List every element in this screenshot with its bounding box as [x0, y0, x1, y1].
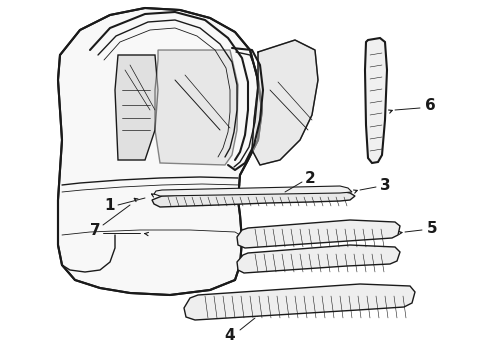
- Polygon shape: [58, 8, 262, 295]
- Polygon shape: [152, 190, 355, 207]
- Text: 4: 4: [225, 328, 235, 342]
- Text: 3: 3: [380, 177, 391, 193]
- Text: 1: 1: [105, 198, 115, 212]
- Text: 6: 6: [425, 98, 436, 113]
- Text: 7: 7: [90, 222, 100, 238]
- Polygon shape: [184, 284, 415, 320]
- Polygon shape: [365, 38, 387, 163]
- Text: 2: 2: [305, 171, 316, 185]
- Polygon shape: [115, 55, 158, 160]
- Polygon shape: [237, 220, 400, 248]
- Polygon shape: [252, 40, 318, 165]
- Polygon shape: [154, 186, 352, 196]
- Text: 5: 5: [427, 220, 437, 235]
- Polygon shape: [237, 245, 400, 273]
- Polygon shape: [155, 50, 238, 165]
